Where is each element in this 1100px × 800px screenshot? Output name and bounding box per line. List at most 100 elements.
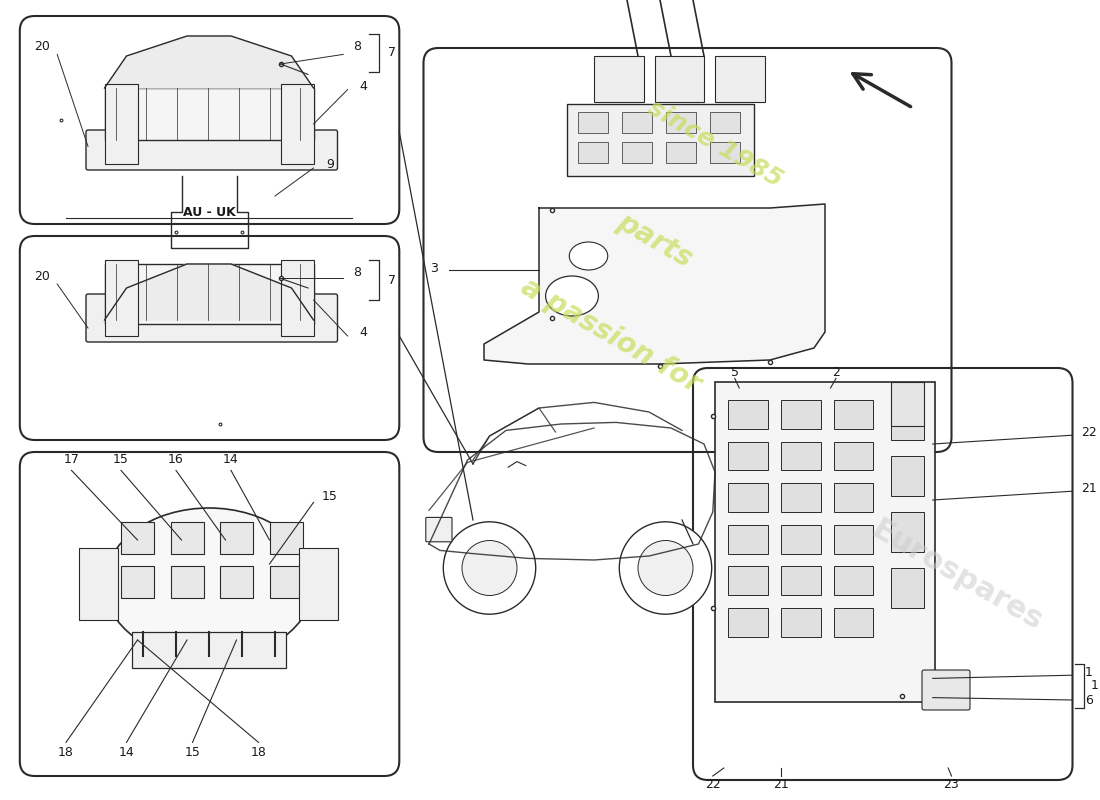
Bar: [578, 142, 608, 163]
Bar: [781, 608, 821, 637]
Bar: [299, 548, 338, 620]
Polygon shape: [104, 264, 314, 320]
Text: since 1985: since 1985: [644, 96, 786, 192]
Bar: [121, 566, 154, 598]
Text: Eurospares: Eurospares: [867, 515, 1047, 637]
Bar: [715, 382, 935, 702]
Bar: [578, 112, 608, 133]
Circle shape: [443, 522, 536, 614]
Bar: [781, 483, 821, 512]
Text: 18: 18: [251, 746, 266, 758]
Text: 20: 20: [34, 270, 50, 282]
Bar: [715, 56, 764, 102]
Text: 14: 14: [119, 746, 134, 758]
Bar: [104, 84, 138, 164]
Bar: [104, 260, 138, 336]
Text: 4: 4: [359, 326, 367, 338]
Bar: [834, 608, 873, 637]
Text: 14: 14: [223, 454, 239, 466]
Bar: [891, 456, 924, 496]
Text: 15: 15: [113, 454, 129, 466]
Ellipse shape: [546, 276, 598, 316]
Bar: [220, 566, 253, 598]
Bar: [121, 522, 154, 554]
FancyBboxPatch shape: [426, 518, 452, 542]
Bar: [891, 400, 924, 440]
Text: 22: 22: [705, 778, 720, 790]
Bar: [621, 112, 652, 133]
FancyBboxPatch shape: [86, 294, 338, 342]
Polygon shape: [104, 36, 314, 88]
Bar: [834, 442, 873, 470]
Bar: [104, 264, 314, 324]
Circle shape: [462, 541, 517, 595]
Bar: [728, 483, 768, 512]
Bar: [220, 522, 253, 554]
Bar: [170, 522, 204, 554]
Text: AU - UK: AU - UK: [183, 206, 235, 218]
Bar: [781, 525, 821, 554]
Bar: [834, 400, 873, 429]
Bar: [891, 568, 924, 608]
Bar: [728, 400, 768, 429]
Text: 23: 23: [944, 778, 959, 790]
Bar: [834, 525, 873, 554]
FancyBboxPatch shape: [86, 130, 338, 170]
Text: 20: 20: [34, 40, 50, 53]
Bar: [710, 142, 740, 163]
Text: 4: 4: [359, 80, 367, 93]
Polygon shape: [484, 204, 825, 364]
Text: 21: 21: [1081, 482, 1097, 494]
Ellipse shape: [570, 242, 607, 270]
Bar: [728, 608, 768, 637]
Bar: [710, 112, 740, 133]
Bar: [781, 442, 821, 470]
Text: 5: 5: [730, 366, 739, 379]
Bar: [834, 483, 873, 512]
Bar: [594, 56, 643, 102]
Circle shape: [638, 541, 693, 595]
Bar: [666, 142, 696, 163]
Bar: [621, 142, 652, 163]
Text: 1: 1: [1090, 679, 1099, 692]
Text: a passion for: a passion for: [516, 273, 705, 399]
Circle shape: [619, 522, 712, 614]
Bar: [270, 522, 302, 554]
Text: 7: 7: [387, 46, 396, 59]
FancyBboxPatch shape: [922, 670, 970, 710]
Bar: [781, 566, 821, 595]
Bar: [170, 566, 204, 598]
Text: 15: 15: [185, 746, 200, 758]
Bar: [728, 525, 768, 554]
Text: 7: 7: [387, 274, 396, 286]
Text: 16: 16: [168, 454, 184, 466]
Text: 8: 8: [353, 266, 362, 278]
Bar: [566, 104, 754, 176]
Text: 6: 6: [1085, 694, 1093, 706]
Bar: [834, 566, 873, 595]
Text: 2: 2: [832, 366, 840, 379]
Text: 21: 21: [773, 778, 789, 790]
Bar: [104, 88, 314, 140]
Bar: [728, 442, 768, 470]
Text: 3: 3: [430, 262, 439, 274]
Bar: [79, 548, 118, 620]
Bar: [132, 632, 286, 668]
Bar: [891, 512, 924, 552]
Bar: [728, 566, 768, 595]
Text: 1: 1: [1085, 666, 1093, 678]
Text: 22: 22: [1081, 426, 1097, 438]
Bar: [781, 400, 821, 429]
Bar: [666, 112, 696, 133]
Text: 9: 9: [326, 158, 334, 170]
Text: 18: 18: [58, 746, 74, 758]
Bar: [280, 260, 314, 336]
Ellipse shape: [104, 508, 314, 660]
Bar: [270, 566, 302, 598]
Bar: [654, 56, 704, 102]
Text: 15: 15: [322, 490, 338, 502]
Text: parts: parts: [612, 207, 697, 273]
Bar: [280, 84, 314, 164]
Text: 17: 17: [64, 454, 79, 466]
Bar: [891, 382, 924, 426]
